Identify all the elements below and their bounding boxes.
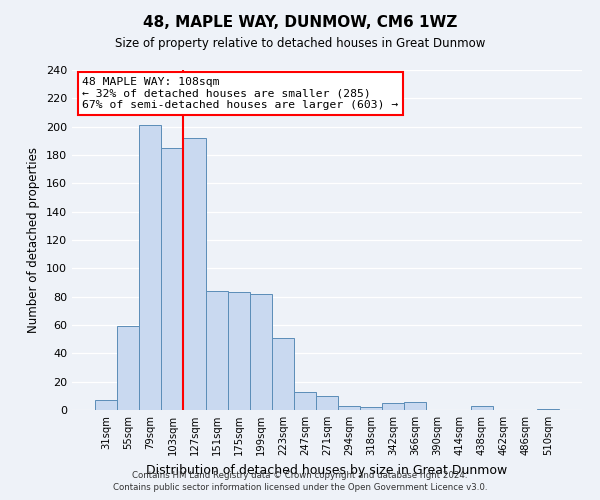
Bar (360, 407, 382, 410)
Bar (537, 408, 559, 410)
Y-axis label: Number of detached properties: Number of detached properties (28, 147, 40, 333)
Bar (227, 292, 250, 410)
Text: Contains public sector information licensed under the Open Government Licence v3: Contains public sector information licen… (113, 483, 487, 492)
X-axis label: Distribution of detached houses by size in Great Dunmow: Distribution of detached houses by size … (146, 464, 508, 476)
Text: 48, MAPLE WAY, DUNMOW, CM6 1WZ: 48, MAPLE WAY, DUNMOW, CM6 1WZ (143, 15, 457, 30)
Bar (272, 338, 294, 410)
Text: 48 MAPLE WAY: 108sqm
← 32% of detached houses are smaller (285)
67% of semi-deta: 48 MAPLE WAY: 108sqm ← 32% of detached h… (82, 77, 398, 110)
Bar (206, 291, 227, 410)
Bar (161, 148, 184, 410)
Bar (470, 406, 493, 410)
Bar (404, 402, 427, 410)
Bar (382, 403, 404, 410)
Text: Size of property relative to detached houses in Great Dunmow: Size of property relative to detached ho… (115, 38, 485, 51)
Bar (95, 400, 117, 410)
Bar (250, 294, 272, 410)
Bar (294, 392, 316, 410)
Text: Contains HM Land Registry data © Crown copyright and database right 2024.: Contains HM Land Registry data © Crown c… (132, 470, 468, 480)
Bar (184, 138, 206, 410)
Bar (139, 125, 161, 410)
Bar (117, 326, 139, 410)
Bar (338, 406, 360, 410)
Bar (316, 396, 338, 410)
